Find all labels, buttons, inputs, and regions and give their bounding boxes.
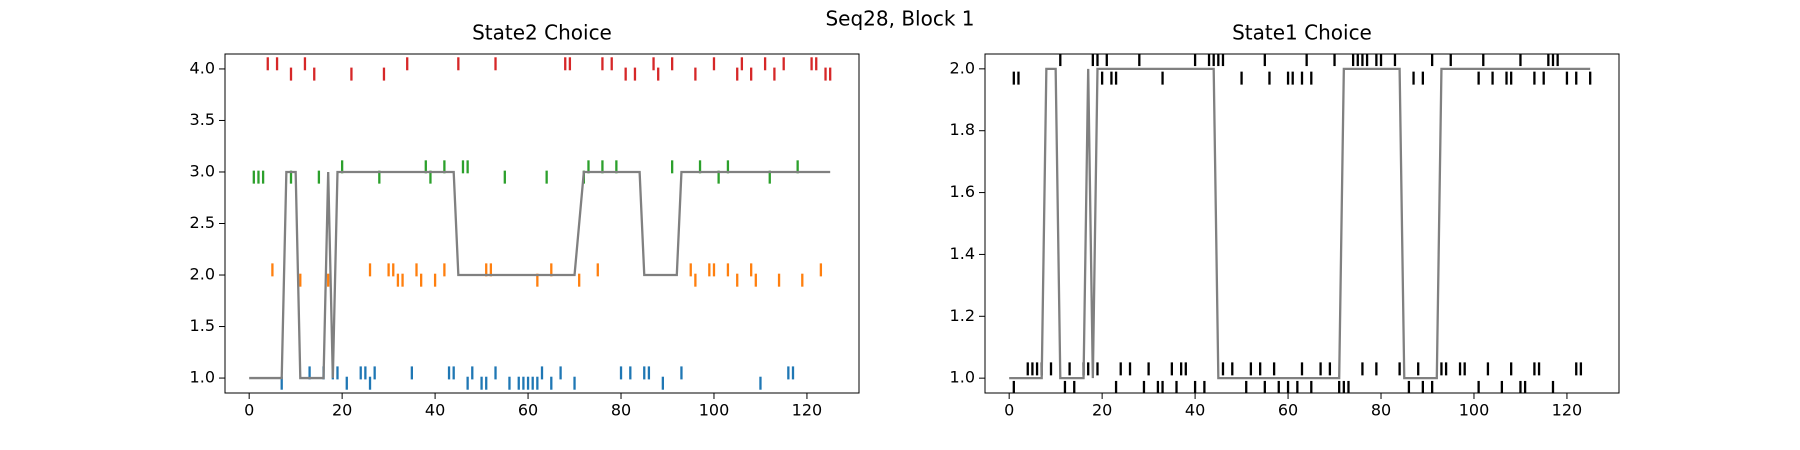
y-tick-label: 3.5 (190, 110, 215, 129)
chart-title: State1 Choice (1232, 21, 1372, 45)
y-tick-label: 2.5 (190, 213, 215, 232)
y-tick-label: 2.0 (950, 58, 975, 77)
plot-area (249, 57, 832, 390)
y-tick-label: 1.4 (950, 244, 975, 263)
y-tick-label: 1.8 (950, 120, 975, 139)
x-tick-label: 40 (1185, 401, 1205, 420)
axes-frame (984, 53, 1620, 394)
x-tick-label: 80 (1371, 401, 1391, 420)
x-tick-label: 100 (1459, 401, 1490, 420)
x-tick-label: 100 (699, 401, 730, 420)
choice-line (1009, 67, 1591, 380)
y-tick-label: 1.0 (950, 368, 975, 387)
x-tick-label: 60 (1278, 401, 1298, 420)
x-tick-label: 0 (1004, 401, 1014, 420)
x-tick-label: 20 (332, 401, 352, 420)
y-tick-label: 1.2 (950, 306, 975, 325)
y-tick-label: 1.5 (190, 316, 215, 335)
axes-frame (224, 53, 860, 394)
y-tick-label: 4.0 (190, 58, 215, 77)
y-tick-label: 1.0 (190, 368, 215, 387)
y-tick-label: 3.0 (190, 161, 215, 180)
x-tick-label: 80 (611, 401, 631, 420)
x-tick-label: 40 (425, 401, 445, 420)
choice-line (249, 170, 831, 380)
y-tick-label: 2.0 (190, 265, 215, 284)
plot-area (1009, 54, 1592, 393)
x-tick-label: 0 (244, 401, 254, 420)
x-tick-label: 120 (1552, 401, 1583, 420)
x-tick-label: 120 (792, 401, 823, 420)
y-tick-label: 1.6 (950, 182, 975, 201)
x-tick-label: 60 (518, 401, 538, 420)
figure-title: Seq28, Block 1 (825, 7, 974, 31)
x-tick-label: 20 (1092, 401, 1112, 420)
chart-title: State2 Choice (472, 21, 612, 45)
